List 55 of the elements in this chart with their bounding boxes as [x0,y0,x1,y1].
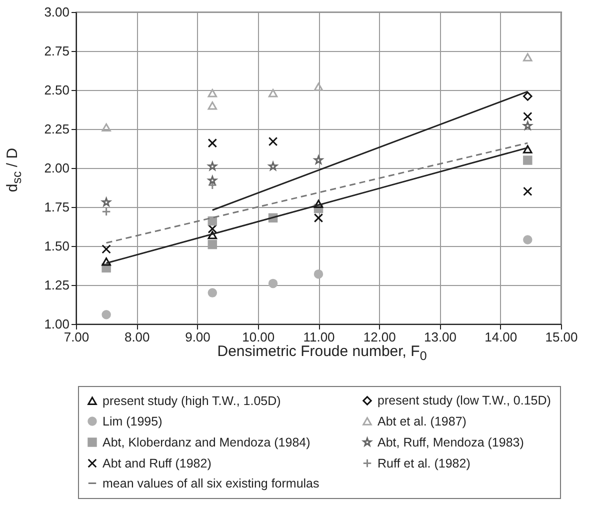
point [208,180,218,190]
point [268,89,278,98]
point [208,89,218,98]
point [523,145,532,154]
point [523,156,532,165]
point [314,213,324,223]
x-tick-label: 8.00 [124,330,150,344]
point [102,244,111,254]
y-tick-label: 1.50 [44,238,70,254]
legend-label: mean values of all six existing formulas [102,476,320,490]
legend-label: Abt, Ruff, Mendoza (1983) [378,435,524,450]
legend-label: present study (low T.W., 0.15D) [378,394,551,408]
point [523,92,532,101]
point [208,240,218,250]
point [102,257,111,266]
point [523,53,532,62]
point [523,112,532,122]
legend-label: Ruff et al. (1982) [378,456,470,470]
point [268,278,278,288]
point [314,200,324,208]
point [523,186,532,196]
legend-label: Abt and Ruff (1982) [102,456,212,470]
y-tick-label: 3.00 [44,4,70,20]
y-tick-label: 1.25 [44,278,70,292]
y-tick-label: 2.50 [44,82,70,98]
x-tick-label: 10.00 [242,330,275,344]
point [268,136,278,146]
point [314,82,324,91]
point [208,101,218,110]
legend-label: present study (high T.W., 1.05D) [102,394,281,408]
point [208,138,218,148]
legend-label: Abt, Kloberdanz and Mendoza (1984) [102,435,310,450]
x-tick-label: 9.00 [185,330,210,344]
y-tick-label: 1.00 [44,316,70,332]
x-tick-label: 7.00 [64,330,90,344]
x-tick-label: 12.00 [363,330,396,344]
point [102,207,111,216]
x-tick-label: 14.00 [484,330,518,344]
point [102,310,111,320]
point [523,235,532,244]
y-tick-label: 2.75 [44,44,70,58]
point [102,123,111,132]
y-tick-label: 1.75 [44,200,70,214]
y-tick-label: 2.00 [44,160,70,176]
y-tick-label: 2.25 [44,122,70,136]
x-tick-label: 15.00 [545,330,578,344]
x-tick-label: 13.00 [424,330,457,344]
point [208,230,218,240]
x-axis-title: Densimetric Froude number, F$_{0}$ [217,343,427,363]
legend-label: Abt et al. (1987) [378,414,466,428]
point [208,224,218,234]
point [208,288,218,298]
point [314,269,324,279]
x-tick-label: 11.00 [303,330,335,344]
legend-label: Lim (1995) [102,414,162,428]
